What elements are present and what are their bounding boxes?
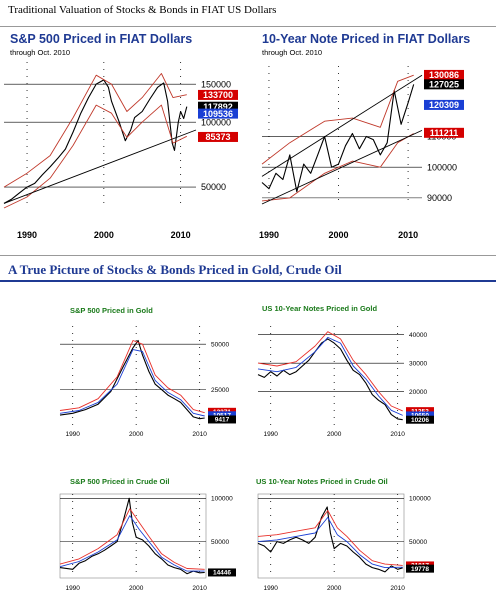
sp-oil-title: S&P 500 Priced in Crude Oil: [70, 477, 170, 486]
note_fiat-series-price: [261, 84, 415, 193]
note_fiat-series-trend-upper: [261, 74, 423, 177]
sp_gold-x-tick-label: 1990: [65, 431, 80, 438]
section-banner: [0, 258, 496, 282]
sp_gold-value-flag-label: 9417: [215, 417, 230, 424]
note_fiat-value-flag: [424, 69, 464, 80]
sp_fiat-value-flag-label: 133700: [203, 90, 233, 100]
note_gold-series-price: [257, 338, 403, 421]
note_fiat-series-trend-lower: [261, 129, 423, 205]
sp_oil-series-price: [59, 497, 205, 575]
note_gold-x-tick-label: 2010: [390, 431, 405, 438]
sp_fiat-x-tick-label: 2010: [171, 230, 191, 240]
sp_fiat-value-flag: [198, 108, 238, 119]
page-title: Traditional Valuation of Stocks & Bonds …: [8, 4, 277, 16]
sp_gold-series-upper-band: [59, 340, 205, 414]
note_fiat-value-flag-label: 120309: [429, 100, 459, 110]
sp-gold-title: S&P 500 Priced in Gold: [70, 306, 153, 315]
sp_fiat-value-flag: [198, 131, 238, 142]
sp_gold-x-tick-label: 2010: [192, 431, 207, 438]
sp_fiat-y-tick-label: 100000: [201, 117, 231, 127]
sp_fiat-value-flag: [198, 101, 238, 112]
sp_fiat-series-lower-band: [3, 104, 187, 209]
note_fiat-value-flag: [424, 99, 464, 110]
sp-fiat-title: S&P 500 Priced in FIAT Dollars: [10, 32, 193, 46]
note_fiat-x-tick-label: 1990: [259, 230, 279, 240]
sp_oil-x-tick-label: 1990: [65, 585, 80, 592]
fiat-section-frame: [0, 26, 496, 256]
note_oil-x-tick-label: 2000: [327, 585, 342, 592]
sp_fiat-value-flag: [198, 89, 238, 100]
note_oil-series-price: [257, 506, 403, 573]
sp_fiat-value-flag-label: 85373: [205, 132, 230, 142]
note_fiat-value-flag-label: 111211: [430, 128, 459, 138]
sp_fiat-x-tick-label: 1990: [17, 230, 37, 240]
note_gold-y-tick-label: 20000: [409, 389, 427, 396]
note_gold-value-flag-label: 10206: [411, 417, 429, 424]
note_gold-value-flag: [406, 415, 434, 424]
sp_oil-value-flag: [208, 568, 236, 577]
note_oil-series-mid-band: [257, 516, 403, 569]
note_oil-y-tick-label: 50000: [409, 539, 427, 546]
sp_oil-frame: [59, 493, 207, 579]
note_fiat-series-upper-band: [261, 74, 414, 165]
note_gold-series-mid-band: [257, 336, 403, 416]
note_gold-series-upper-band: [257, 331, 403, 412]
note_fiat-x-tick-label: 2010: [398, 230, 418, 240]
note_fiat-value-flag: [424, 127, 464, 138]
sp_oil-value-flag-label: 14446: [213, 570, 231, 577]
section-banner-title: A True Picture of Stocks & Bonds Priced …: [8, 262, 342, 277]
sp_gold-value-flag: [208, 411, 236, 420]
note_fiat-y-tick-label: 100000: [427, 162, 457, 172]
note_oil-x-tick-label: 2010: [390, 585, 405, 592]
note_fiat-y-tick-label: 90000: [427, 193, 452, 203]
sp_fiat-value-flag-label: 117892: [203, 102, 233, 112]
sp_oil-series-mid-band: [59, 515, 205, 572]
note-fiat-title: 10-Year Note Priced in FIAT Dollars: [262, 32, 471, 46]
sp_fiat-value-flag-label: 109536: [203, 109, 233, 119]
sp_fiat-y-tick-label: 150000: [201, 79, 231, 89]
note_fiat-value-flag: [424, 79, 464, 90]
sp_fiat-series-trendline: [3, 129, 197, 204]
sp_fiat-y-tick-label: 50000: [201, 182, 226, 192]
note_fiat-value-flag-label: 127025: [429, 79, 459, 89]
sp_fiat-x-tick-label: 2000: [94, 230, 114, 240]
note_gold-x-tick-label: 1990: [263, 431, 278, 438]
sp_gold-x-tick-label: 2000: [129, 431, 144, 438]
note_oil-y-tick-label: 100000: [409, 496, 431, 503]
sp_fiat-series-price: [3, 79, 188, 204]
note_gold-x-tick-label: 2000: [327, 431, 342, 438]
note_oil-series-upper-band: [257, 510, 403, 566]
note-fiat-subtitle: through Oct. 2010: [262, 48, 323, 57]
note_oil-x-tick-label: 1990: [263, 585, 278, 592]
sp_fiat-series-upper-band: [3, 73, 187, 188]
sp_gold-y-tick-label: 25000: [211, 387, 229, 394]
note_gold-y-tick-label: 30000: [409, 360, 427, 367]
note_gold-y-tick-label: 40000: [409, 332, 427, 339]
note_fiat-value-flag-label: 130086: [429, 70, 459, 80]
sp-fiat-subtitle: through Oct. 2010: [10, 48, 71, 57]
note_fiat-series-lower-band: [261, 133, 414, 202]
note_gold-value-flag: [406, 411, 434, 420]
note-gold-title: US 10-Year Notes Priced in Gold: [262, 304, 378, 313]
sp_oil-x-tick-label: 2010: [192, 585, 207, 592]
sp_oil-y-tick-label: 50000: [211, 539, 229, 546]
note_oil-value-flag-label: 19778: [411, 566, 429, 573]
sp_oil-x-tick-label: 2000: [129, 585, 144, 592]
sp_gold-value-flag: [208, 415, 236, 424]
note_gold-value-flag: [406, 407, 434, 416]
sp_gold-y-tick-label: 50000: [211, 341, 229, 348]
note_oil-value-flag: [406, 564, 434, 573]
note_fiat-x-tick-label: 2000: [329, 230, 349, 240]
note-oil-title: US 10-Year Notes Priced in Crude Oil: [256, 477, 388, 486]
sp_oil-series-upper-band: [59, 508, 205, 570]
sp_gold-series-mid-band: [59, 349, 205, 417]
sp_oil-y-tick-label: 100000: [211, 496, 233, 503]
sp_gold-series-price: [59, 339, 205, 420]
